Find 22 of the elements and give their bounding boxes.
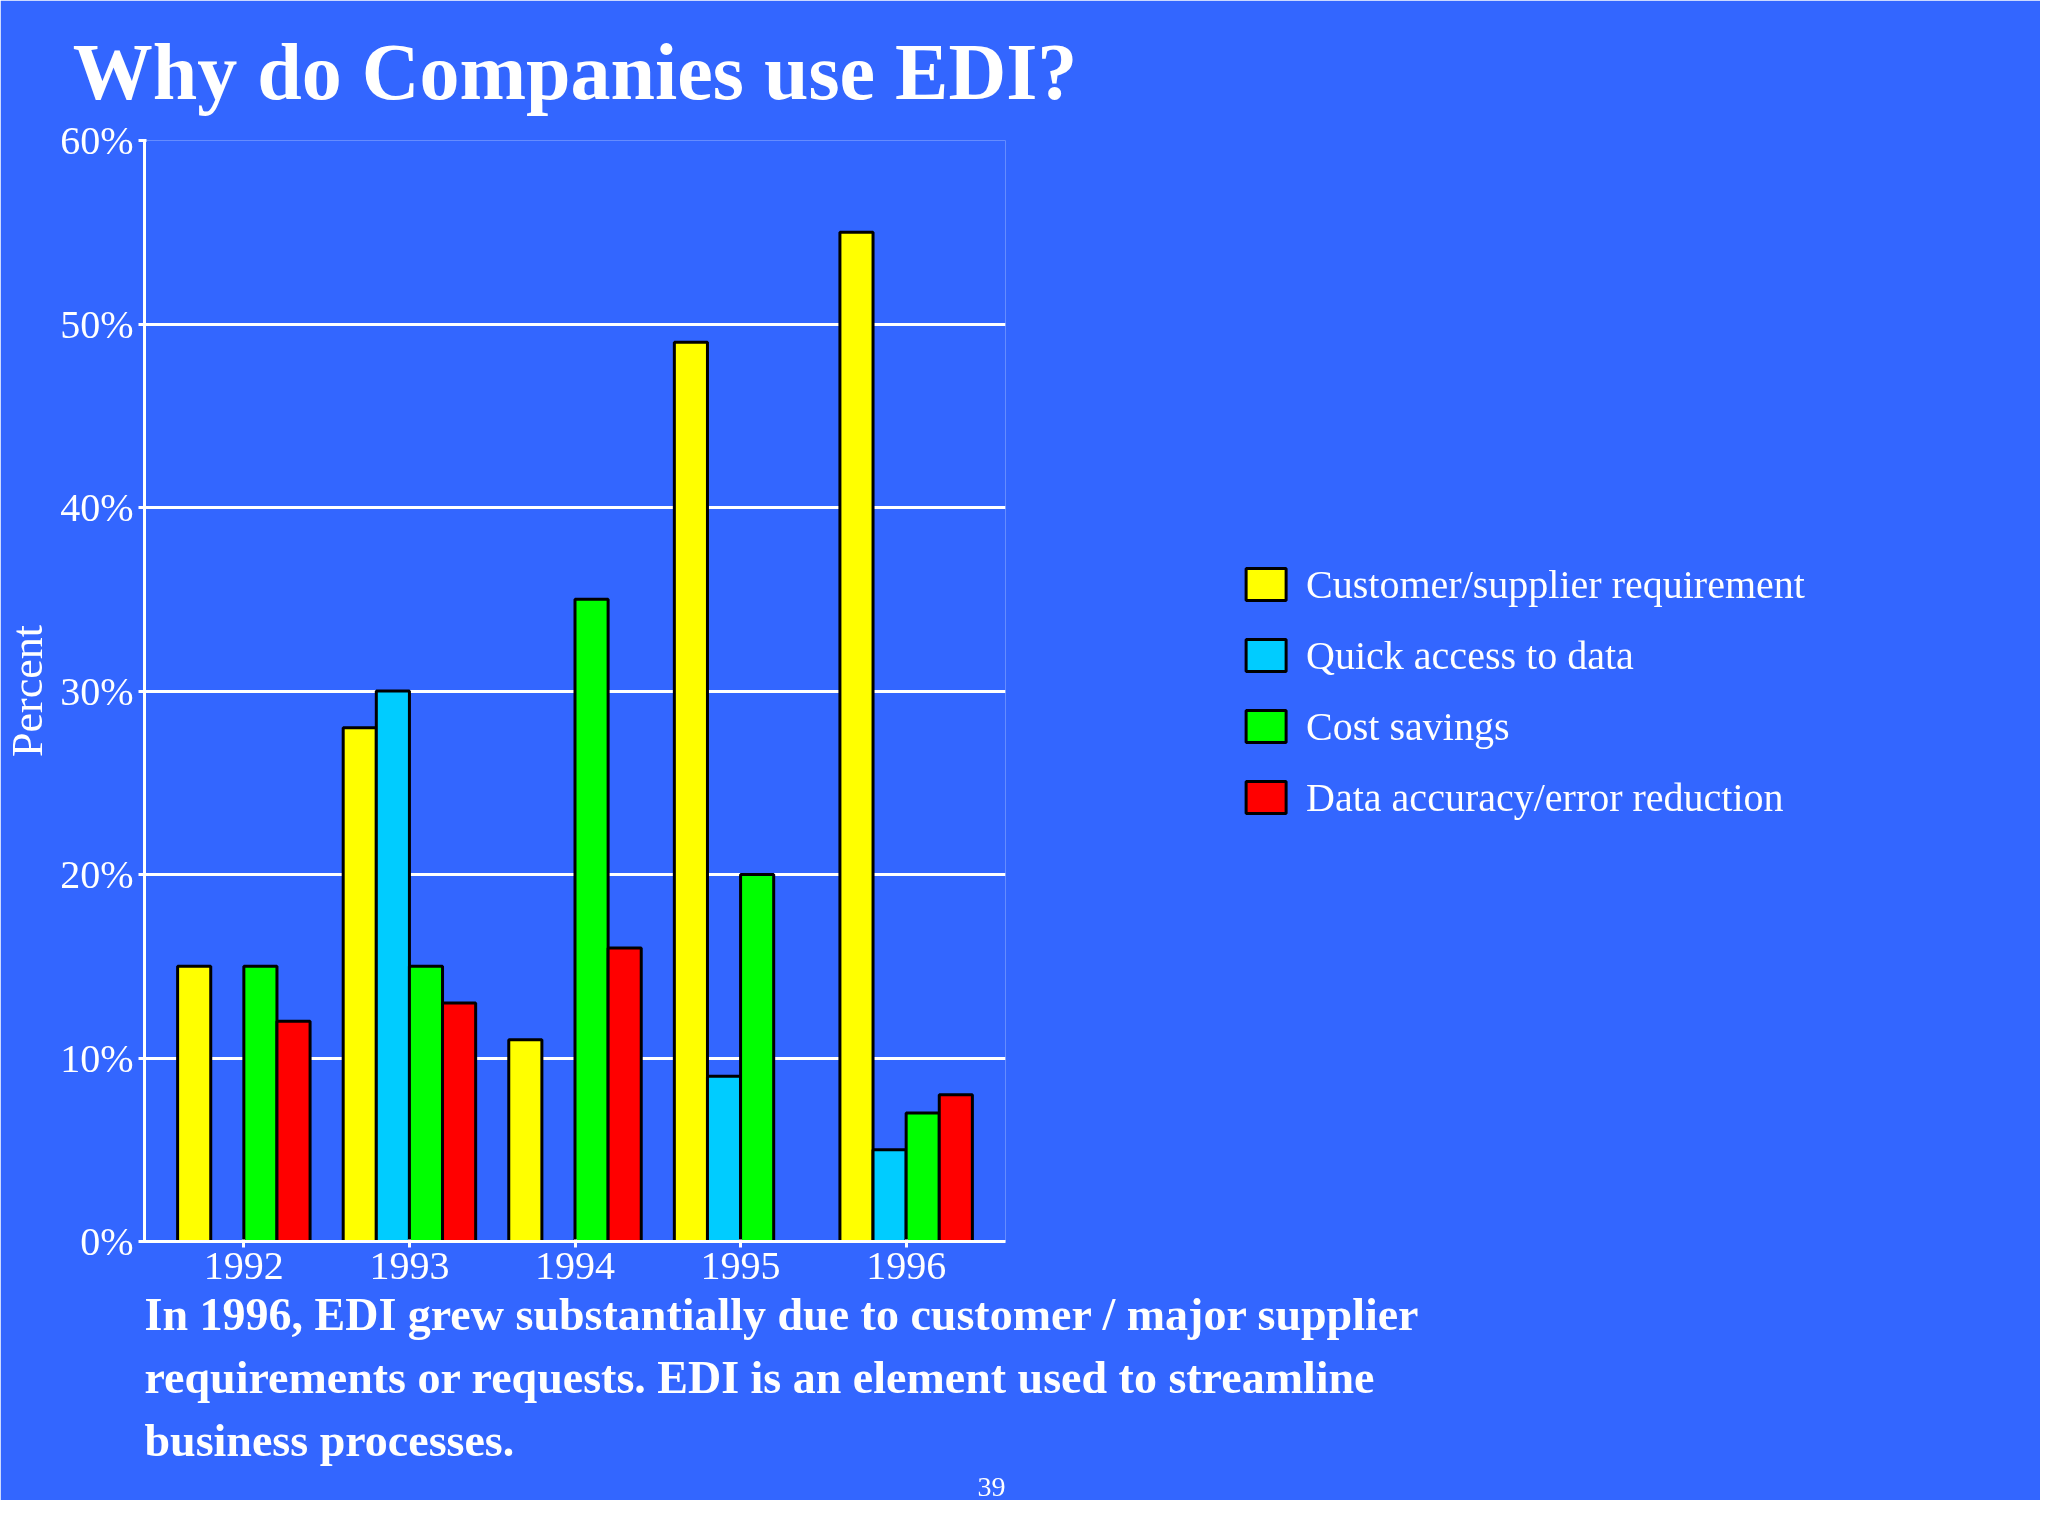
y-tick-label: 60% — [60, 118, 134, 163]
x-tick-label: 1995 — [700, 1242, 781, 1288]
y-tick-label: 20% — [60, 852, 134, 897]
y-tick-label: 30% — [60, 668, 134, 714]
x-tick-label: 1992 — [203, 1242, 284, 1288]
y-tick-label: 10% — [60, 1035, 134, 1081]
legend-label: Customer/supplier requirement — [1306, 560, 1805, 608]
legend-label: Cost savings — [1306, 702, 1510, 750]
y-tick-label: 40% — [60, 485, 134, 530]
x-tick-label: 1994 — [535, 1242, 615, 1288]
x-tick-label: 1996 — [866, 1242, 947, 1288]
text: In 1996, EDI grew substantially due to customer / major supplier requirements or requests. EDI is an element used to streamline business processes. — [144, 1288, 1419, 1466]
chart-title: Why do Companies use EDI? — [72, 27, 1078, 116]
y-axis-title: Percent — [3, 625, 53, 757]
legend-label: Data accuracy/error reduction — [1306, 773, 1784, 821]
y-tick-label: 0% — [80, 1219, 134, 1264]
bar — [507, 1038, 544, 1242]
y-tick-label: 50% — [60, 301, 134, 347]
x-tick-label: 1993 — [369, 1242, 450, 1288]
bar — [176, 964, 213, 1242]
legend-label: Quick access to data — [1306, 631, 1634, 679]
text: 39 — [977, 1470, 1006, 1502]
